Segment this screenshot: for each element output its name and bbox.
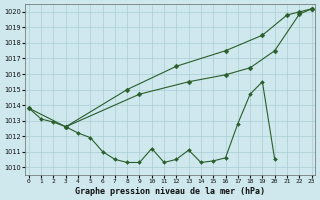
X-axis label: Graphe pression niveau de la mer (hPa): Graphe pression niveau de la mer (hPa) (75, 187, 265, 196)
